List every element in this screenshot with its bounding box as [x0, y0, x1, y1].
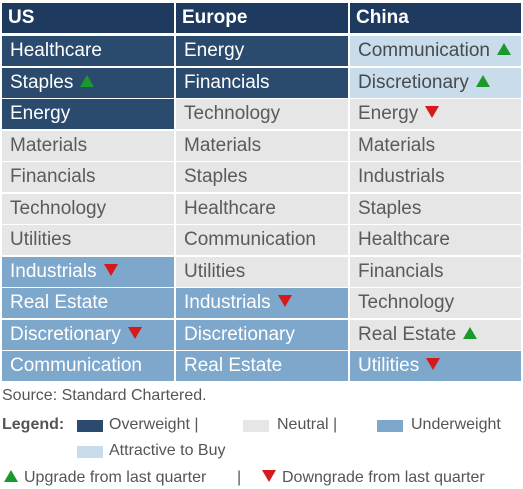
- sector-cell: Utilities: [176, 257, 348, 287]
- sector-cell: Financials: [350, 257, 521, 287]
- swatch-neutral: [243, 420, 269, 432]
- triangle-down-icon: [262, 469, 276, 482]
- sector-cell: Staples: [176, 162, 348, 192]
- triangle-up-icon: [475, 74, 490, 87]
- sector-label: Staples: [184, 166, 248, 187]
- sector-label: Healthcare: [358, 229, 450, 250]
- triangle-down-icon: [425, 105, 440, 118]
- legend-overweight: Overweight |: [109, 416, 199, 433]
- swatch-underweight: [377, 420, 403, 432]
- triangle-up-icon: [463, 326, 478, 339]
- sector-cell: Discretionary: [2, 320, 174, 350]
- sector-label: Materials: [358, 135, 436, 156]
- sector-label: Real Estate: [358, 324, 457, 345]
- sector-label: Technology: [184, 103, 281, 124]
- sector-cell: Real Estate: [350, 320, 521, 350]
- sector-cell: Staples: [350, 194, 521, 224]
- sector-label: Energy: [358, 103, 419, 124]
- sector-label: Communication: [358, 40, 490, 61]
- sector-label: Energy: [10, 103, 71, 124]
- sector-cell: Utilities: [2, 225, 174, 255]
- swatch-attractive: [77, 446, 103, 458]
- sector-label: Financials: [358, 261, 444, 282]
- sector-cell: Financials: [2, 162, 174, 192]
- sector-label: Communication: [184, 229, 316, 250]
- sector-cell: Energy: [176, 36, 348, 66]
- sector-cell: Staples: [2, 68, 174, 98]
- column-header-europe: Europe: [176, 3, 348, 33]
- sector-cell: Real Estate: [2, 288, 174, 318]
- sector-label: Financials: [184, 72, 270, 93]
- sector-cell: Communication: [2, 351, 174, 381]
- sector-cell: Real Estate: [176, 351, 348, 381]
- legend-underweight: Underweight: [411, 416, 501, 433]
- sector-label: Technology: [358, 292, 455, 313]
- legend-downgrade: Downgrade from last quarter: [262, 469, 485, 487]
- sector-cell: Healthcare: [176, 194, 348, 224]
- sector-cell: Energy: [350, 99, 521, 129]
- sector-label: Utilities: [10, 229, 72, 250]
- triangle-up-icon: [4, 469, 18, 482]
- sector-cell: Communication: [176, 225, 348, 255]
- sector-label: Industrials: [184, 292, 271, 313]
- sector-cell: Communication: [350, 36, 521, 66]
- sector-label: Utilities: [358, 355, 420, 376]
- sector-label: Healthcare: [10, 40, 102, 61]
- sector-cell: Technology: [350, 288, 521, 318]
- sector-label: Energy: [184, 40, 245, 61]
- sector-cell: Materials: [350, 131, 521, 161]
- sector-label: Healthcare: [184, 198, 276, 219]
- sector-label: Discretionary: [184, 324, 295, 345]
- legend-sep: |: [237, 469, 242, 486]
- column-header-china: China: [350, 3, 521, 33]
- legend-neutral: Neutral |: [277, 416, 338, 433]
- sector-label: Industrials: [358, 166, 445, 187]
- triangle-up-icon: [497, 42, 511, 55]
- sector-label: Discretionary: [358, 72, 469, 93]
- triangle-down-icon: [277, 294, 292, 307]
- sector-label: Industrials: [10, 261, 97, 282]
- triangle-down-icon: [127, 326, 142, 339]
- triangle-down-icon: [426, 357, 441, 370]
- sector-cell: Financials: [176, 68, 348, 98]
- sector-cell: Healthcare: [2, 36, 174, 66]
- sector-cell: Industrials: [176, 288, 348, 318]
- sector-label: Materials: [184, 135, 262, 156]
- sector-cell: Industrials: [350, 162, 521, 192]
- sector-label: Real Estate: [10, 292, 109, 313]
- sector-cell: Utilities: [350, 351, 521, 381]
- sector-label: Staples: [10, 72, 74, 93]
- sector-label: Discretionary: [10, 324, 121, 345]
- sector-label: Utilities: [184, 261, 246, 282]
- sector-label: Financials: [10, 166, 96, 187]
- sector-cell: Discretionary: [350, 68, 521, 98]
- sector-cell: Discretionary: [176, 320, 348, 350]
- sector-cell: Technology: [176, 99, 348, 129]
- sector-cell: Materials: [176, 131, 348, 161]
- sector-cell: Technology: [2, 194, 174, 224]
- legend-title: Legend:: [2, 416, 65, 433]
- swatch-overweight: [77, 420, 103, 432]
- sector-label: Communication: [10, 355, 142, 376]
- sector-label: Technology: [10, 198, 107, 219]
- triangle-down-icon: [103, 263, 118, 276]
- sector-cell: Industrials: [2, 257, 174, 287]
- triangle-up-icon: [80, 74, 95, 87]
- legend-upgrade: Upgrade from last quarter: [2, 469, 206, 487]
- sector-label: Materials: [10, 135, 88, 156]
- legend-attractive: Attractive to Buy: [109, 442, 226, 459]
- sector-label: Staples: [358, 198, 422, 219]
- sector-cell: Materials: [2, 131, 174, 161]
- sector-label: Real Estate: [184, 355, 283, 376]
- sector-cell: Energy: [2, 99, 174, 129]
- sector-cell: Healthcare: [350, 225, 521, 255]
- source-note: Source: Standard Chartered.: [2, 387, 207, 404]
- column-header-us: US: [2, 3, 174, 33]
